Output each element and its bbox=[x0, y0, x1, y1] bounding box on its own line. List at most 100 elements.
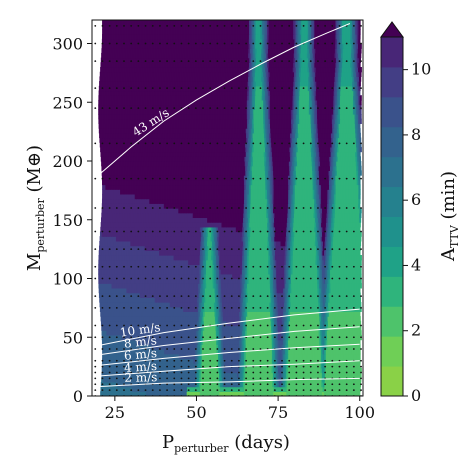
heat-cell bbox=[259, 377, 262, 383]
heat-cell bbox=[149, 391, 152, 396]
heat-cell bbox=[353, 353, 356, 359]
heat-cell bbox=[174, 372, 178, 378]
heat-cell bbox=[187, 325, 191, 331]
heat-cell bbox=[110, 339, 113, 345]
heat-cell bbox=[215, 381, 218, 388]
heat-cell bbox=[282, 325, 285, 331]
heat-cell bbox=[344, 367, 348, 374]
heat-cell bbox=[116, 391, 119, 396]
heat-cell bbox=[226, 325, 230, 331]
heat-cell bbox=[288, 311, 291, 317]
heat-cell bbox=[203, 391, 206, 396]
heat-cell bbox=[211, 367, 214, 374]
heat-cell bbox=[176, 334, 180, 341]
heat-cell bbox=[343, 306, 346, 312]
heat-cell bbox=[286, 330, 289, 336]
heat-cell bbox=[124, 372, 127, 378]
heat-cell bbox=[350, 386, 353, 392]
heat-cell bbox=[170, 363, 173, 369]
heat-cell bbox=[214, 386, 218, 392]
heat-cell bbox=[234, 344, 237, 350]
heat-cell bbox=[159, 320, 162, 327]
heat-cell bbox=[343, 363, 346, 369]
heat-cell bbox=[281, 316, 285, 322]
heat-cell bbox=[286, 344, 289, 350]
heat-cell bbox=[354, 302, 357, 308]
heat-cell bbox=[309, 311, 312, 317]
heat-cell bbox=[328, 311, 332, 317]
heat-cell bbox=[349, 325, 352, 331]
heat-cell bbox=[194, 363, 198, 369]
heat-cell bbox=[250, 353, 253, 359]
heat-cell bbox=[328, 334, 331, 341]
heat-cell bbox=[137, 344, 141, 350]
heat-cell bbox=[249, 349, 252, 355]
heat-cell bbox=[154, 381, 157, 388]
heat-cell bbox=[324, 353, 327, 359]
heat-cell bbox=[347, 316, 350, 322]
heat-cell bbox=[231, 320, 234, 327]
heat-cell bbox=[145, 306, 148, 312]
heat-cell bbox=[258, 306, 261, 312]
heat-cell bbox=[168, 334, 171, 341]
heat-cell bbox=[324, 377, 328, 383]
heat-cell bbox=[352, 330, 356, 336]
heat-cell bbox=[198, 363, 201, 369]
heat-cell bbox=[356, 372, 359, 378]
heat-cell bbox=[128, 386, 131, 392]
heat-cell bbox=[229, 353, 232, 359]
heat-cell bbox=[255, 344, 258, 350]
heat-cell bbox=[322, 381, 326, 388]
heat-cell bbox=[119, 358, 123, 364]
heat-cell bbox=[247, 386, 250, 392]
heat-cell bbox=[195, 316, 198, 322]
heat-cell bbox=[106, 339, 110, 345]
heat-cell bbox=[304, 316, 307, 322]
heat-cell bbox=[149, 367, 152, 374]
heat-cell bbox=[323, 325, 326, 331]
heat-cell bbox=[269, 372, 272, 378]
heat-cell bbox=[178, 391, 181, 396]
heat-cell bbox=[214, 372, 217, 378]
heat-cell bbox=[324, 320, 327, 327]
heat-cell bbox=[147, 353, 151, 359]
heat-cell bbox=[309, 339, 312, 345]
heat-cell bbox=[347, 325, 351, 331]
heat-cell bbox=[350, 320, 353, 327]
heat-cell bbox=[161, 302, 164, 308]
heat-cell bbox=[228, 325, 231, 331]
heat-cell bbox=[296, 316, 299, 322]
heat-cell bbox=[270, 339, 273, 345]
heat-cell bbox=[142, 311, 145, 317]
heat-cell bbox=[344, 306, 348, 312]
heat-cell bbox=[205, 325, 208, 331]
heat-cell bbox=[201, 344, 204, 350]
heat-cell bbox=[248, 367, 251, 374]
heat-cell bbox=[268, 367, 271, 374]
heat-cell bbox=[327, 386, 330, 392]
heat-cell bbox=[281, 306, 284, 312]
heat-cell bbox=[210, 306, 214, 312]
heat-cell bbox=[296, 363, 299, 369]
heat-cell bbox=[108, 367, 111, 374]
heat-cell bbox=[346, 325, 349, 331]
heat-cell bbox=[197, 320, 200, 327]
heat-cell bbox=[281, 311, 284, 317]
heat-cell bbox=[265, 320, 269, 327]
heat-cell bbox=[318, 325, 321, 331]
heat-cell bbox=[130, 372, 134, 378]
heat-cell bbox=[298, 381, 301, 388]
heat-cell bbox=[262, 302, 266, 308]
heat-cell bbox=[292, 334, 296, 341]
heat-cell bbox=[230, 306, 233, 312]
heat-cell bbox=[130, 320, 133, 327]
heat-cell bbox=[143, 316, 146, 322]
heat-cell bbox=[255, 391, 258, 396]
heat-cell bbox=[215, 325, 218, 331]
heat-cell bbox=[117, 306, 121, 312]
heat-cell bbox=[209, 325, 212, 331]
heat-cell bbox=[341, 311, 345, 317]
heat-cell bbox=[140, 297, 143, 303]
heat-cell bbox=[155, 330, 158, 336]
heat-cell bbox=[173, 330, 176, 336]
